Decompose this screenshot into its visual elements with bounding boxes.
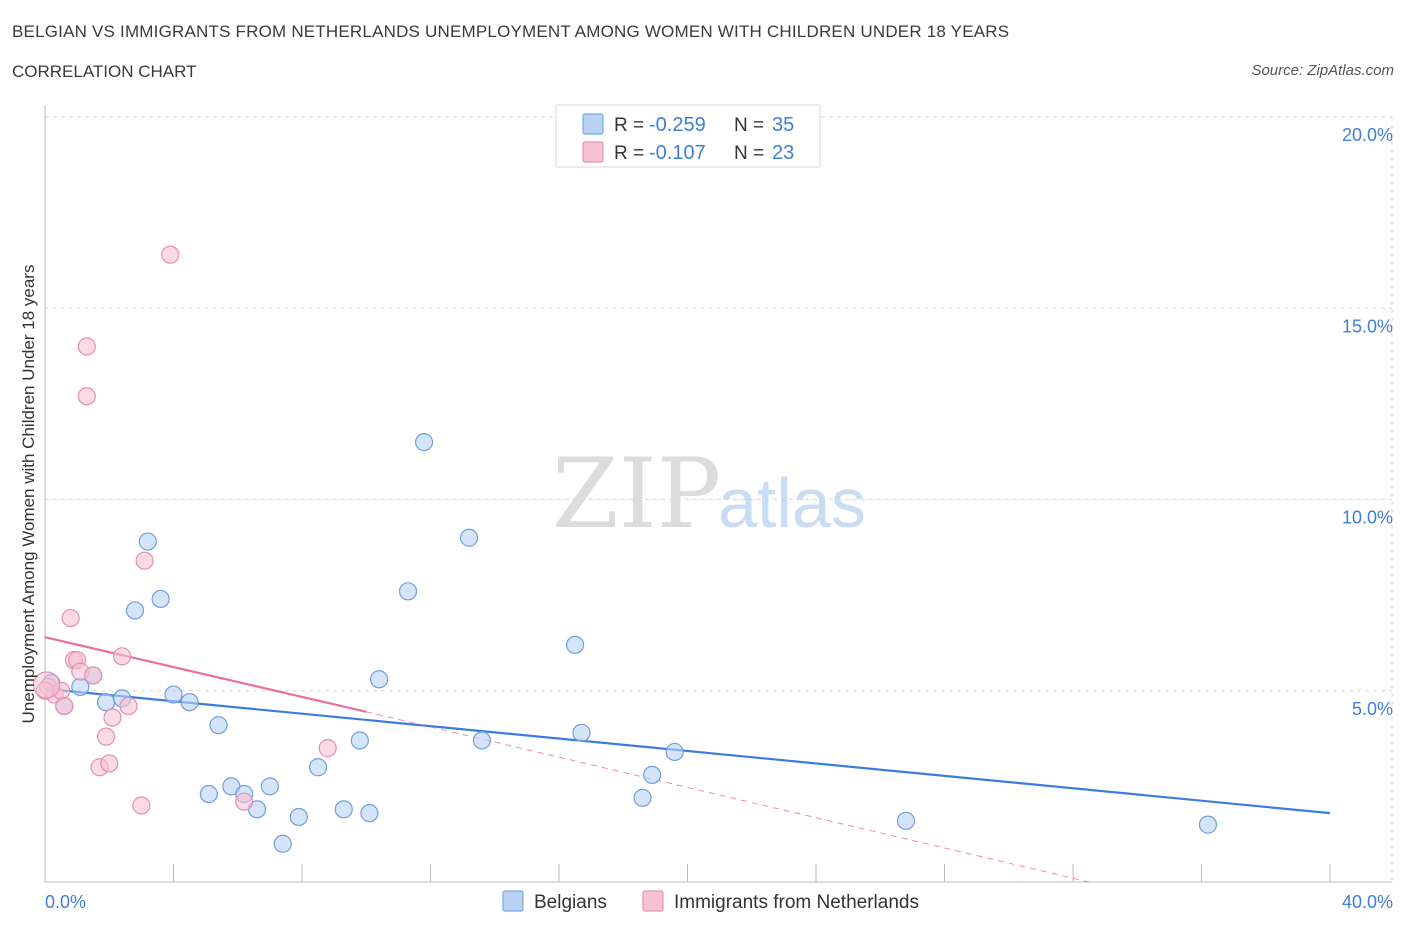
bottom-legend-label-belgians: Belgians: [534, 892, 607, 913]
y-tick-label-3: 20.0%: [1342, 125, 1393, 145]
trend-line-1: [44, 636, 367, 713]
point-belgians-28: [565, 635, 585, 654]
point-netherlands-8: [77, 387, 96, 406]
legend-n-label-1: N =: [734, 115, 764, 136]
legend-n-value-2: 23: [772, 142, 794, 164]
legend-n-value-1: 35: [772, 114, 794, 136]
x-tick-label-0: 0.0%: [45, 892, 86, 912]
point-netherlands-15: [112, 647, 132, 666]
bottom-legend-label-netherlands: Immigrants from Netherlands: [674, 892, 919, 913]
point-cluster-origin: [33, 671, 61, 699]
point-belgians-22: [360, 804, 379, 823]
y-axis-label: Unemployment Among Women with Children U…: [19, 265, 38, 724]
point-netherlands-13: [100, 754, 119, 773]
data-points: [33, 245, 1218, 853]
legend-swatch-belgians: [582, 113, 604, 135]
tick-labels: 5.0% 10.0% 15.0% 20.0% 0.0% 40.0%: [45, 125, 1393, 912]
point-belgians-11: [199, 784, 218, 804]
legend-r-value-1: -0.259: [649, 114, 706, 136]
series-legend: Belgians Immigrants from Netherlands: [502, 890, 919, 913]
watermark-atlas: atlas: [718, 464, 866, 542]
axes: [44, 105, 1392, 883]
point-netherlands-22: [35, 681, 55, 700]
legend-r-label-2: R =: [614, 143, 644, 164]
point-belgians-32: [665, 742, 684, 762]
correlation-legend: R = -0.259 N = 35 R = -0.107 N = 23: [555, 104, 821, 168]
point-belgians-8: [151, 589, 170, 609]
point-belgians-25: [414, 433, 434, 452]
point-netherlands-14: [103, 708, 122, 727]
x-tick-label-1: 40.0%: [1342, 892, 1393, 912]
point-netherlands-3: [55, 696, 74, 716]
point-netherlands-18: [135, 551, 154, 570]
point-belgians-12: [209, 716, 228, 735]
point-belgians-23: [370, 670, 389, 689]
point-belgians-17: [273, 834, 292, 853]
point-belgians-21: [350, 731, 369, 750]
point-netherlands-19: [161, 245, 180, 264]
legend-r-value-2: -0.107: [649, 142, 706, 164]
point-netherlands-4: [61, 608, 80, 628]
point-netherlands-12: [96, 727, 116, 746]
point-belgians-4: [96, 693, 116, 712]
point-belgians-24: [398, 582, 418, 601]
point-belgians-30: [633, 788, 652, 807]
point-belgians-20: [334, 800, 353, 819]
point-belgians-7: [138, 532, 157, 551]
point-belgians-33: [896, 811, 916, 830]
point-netherlands-17: [132, 796, 151, 815]
point-netherlands-20: [235, 792, 254, 811]
point-belgians-31: [643, 765, 662, 785]
trend-lines: [44, 636, 1331, 883]
chart-subtitle: CORRELATION CHART: [12, 62, 197, 81]
point-netherlands-10: [84, 666, 103, 685]
point-belgians-34: [1198, 815, 1218, 834]
point-belgians-16: [260, 777, 279, 796]
legend-n-label-2: N =: [734, 143, 764, 164]
point-belgians-18: [289, 807, 308, 827]
trend-line-0: [44, 687, 1331, 815]
point-belgians-29: [572, 723, 591, 742]
point-netherlands-21: [318, 739, 337, 758]
point-netherlands-9: [77, 337, 96, 356]
chart-title: BELGIAN VS IMMIGRANTS FROM NETHERLANDS U…: [12, 22, 1010, 41]
point-belgians-10: [180, 693, 199, 712]
bottom-legend-swatch-belgians: [502, 890, 524, 912]
point-belgians-26: [459, 528, 479, 547]
point-belgians-27: [472, 731, 491, 750]
point-belgians-9: [164, 685, 183, 704]
source-credit: Source: ZipAtlas.com: [1251, 62, 1394, 79]
watermark-zip: ZIP: [552, 438, 721, 550]
point-belgians-19: [308, 758, 328, 777]
point-belgians-6: [125, 601, 145, 620]
y-tick-label-2: 15.0%: [1342, 316, 1393, 336]
legend-r-label-1: R =: [614, 115, 644, 136]
point-netherlands-16: [119, 696, 138, 716]
y-tick-label-0: 5.0%: [1352, 699, 1393, 719]
legend-swatch-netherlands: [582, 141, 604, 163]
y-tick-label-1: 10.0%: [1342, 508, 1393, 528]
bottom-legend-swatch-netherlands: [642, 890, 664, 912]
